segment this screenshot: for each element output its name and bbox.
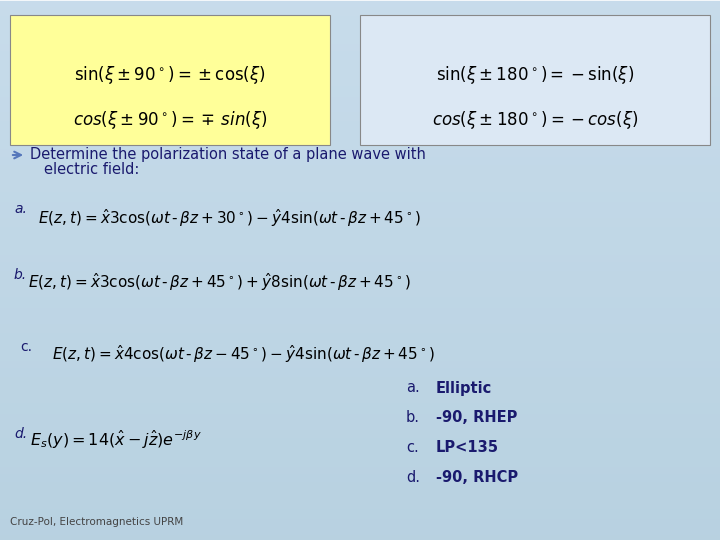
Text: $\sin(\xi \pm 180^\circ) = -\sin(\xi)$: $\sin(\xi \pm 180^\circ) = -\sin(\xi)$ [436, 64, 634, 86]
Text: a.: a. [14, 202, 27, 216]
Text: $\sin(\xi \pm 90^\circ) = \pm\cos(\xi)$: $\sin(\xi \pm 90^\circ) = \pm\cos(\xi)$ [74, 64, 266, 86]
Text: c.: c. [20, 340, 32, 354]
Text: -90, RHEP: -90, RHEP [436, 410, 518, 426]
Text: electric field:: electric field: [44, 161, 140, 177]
Text: b.: b. [14, 268, 27, 282]
Text: $E_s(y) = 14(\hat{x} - j\hat{z})e^{-j\beta y}$: $E_s(y) = 14(\hat{x} - j\hat{z})e^{-j\be… [30, 429, 202, 451]
Text: Cruz-Pol, Electromagnetics UPRM: Cruz-Pol, Electromagnetics UPRM [10, 517, 184, 527]
Text: Determine the polarization state of a plane wave with: Determine the polarization state of a pl… [30, 147, 426, 163]
Text: c.: c. [406, 441, 419, 456]
Text: Elliptic: Elliptic [436, 381, 492, 395]
Text: -90, RHCP: -90, RHCP [436, 470, 518, 485]
Text: a.: a. [406, 381, 420, 395]
FancyBboxPatch shape [10, 15, 330, 145]
Text: d.: d. [406, 470, 420, 485]
FancyBboxPatch shape [360, 15, 710, 145]
Text: $cos(\xi \pm 90^\circ) = \mp\, sin(\xi)$: $cos(\xi \pm 90^\circ) = \mp\, sin(\xi)$ [73, 109, 267, 131]
Text: d.: d. [14, 427, 27, 441]
Text: $cos(\xi \pm 180^\circ) = -cos(\xi)$: $cos(\xi \pm 180^\circ) = -cos(\xi)$ [432, 109, 638, 131]
Text: $E(z,t) = \hat{x}3\mathrm{cos}(\omega t\, \text{-}\, \beta z + 30^\circ) - \hat{: $E(z,t) = \hat{x}3\mathrm{cos}(\omega t\… [38, 207, 421, 229]
Text: $E(z,t) = \hat{x}3\mathrm{cos}(\omega t\, \text{-}\, \beta z + 45^\circ) + \hat{: $E(z,t) = \hat{x}3\mathrm{cos}(\omega t\… [28, 271, 411, 293]
Text: b.: b. [406, 410, 420, 426]
Text: LP<135: LP<135 [436, 441, 499, 456]
Text: $E(z,t) = \hat{x}4\mathrm{cos}(\omega t\, \text{-}\, \beta z - 45^\circ) - \hat{: $E(z,t) = \hat{x}4\mathrm{cos}(\omega t\… [52, 343, 435, 365]
